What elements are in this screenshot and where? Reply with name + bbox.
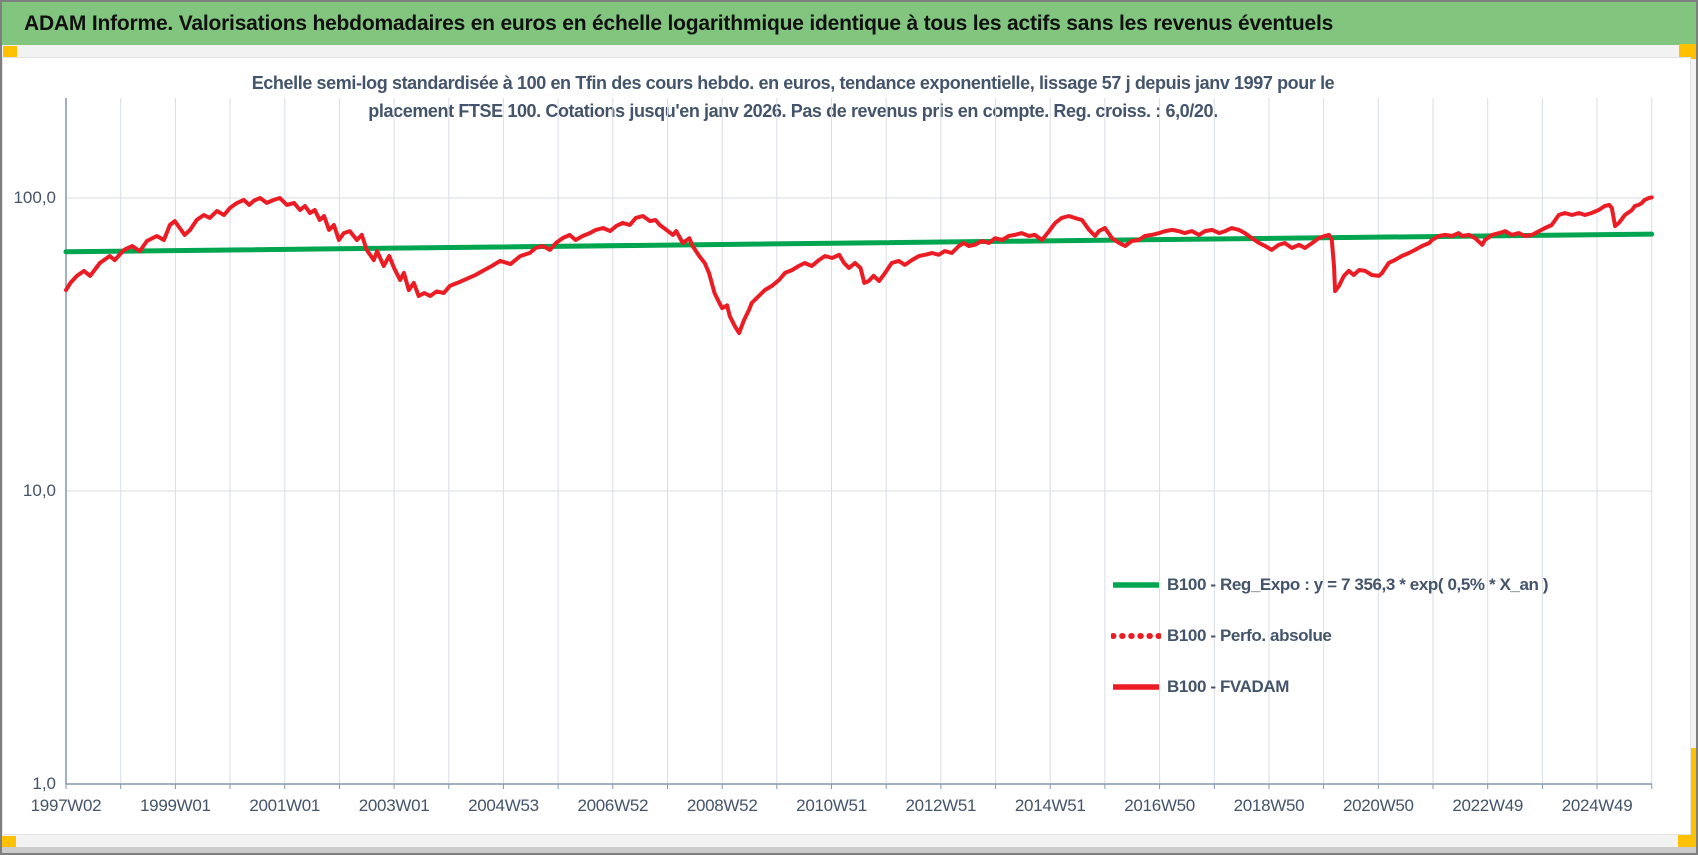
header-bar: ADAM Informe. Valorisations hebdomadaire…: [2, 2, 1696, 45]
legend-item[interactable]: B100 - FVADAM: [1111, 672, 1289, 702]
y-axis-label: 1,0: [32, 774, 56, 793]
x-axis-label: 2018W50: [1233, 796, 1305, 815]
x-axis-label: 2003W01: [358, 796, 430, 815]
x-axis-label: 2022W49: [1452, 796, 1524, 815]
x-axis-label: 1997W02: [30, 796, 102, 815]
legend-label: B100 - Perfo. absolue: [1167, 626, 1332, 645]
chart-title-line2: placement FTSE 100. Cotations jusqu'en j…: [368, 101, 1218, 121]
y-axis-label: 10,0: [22, 481, 56, 500]
x-axis-label: 2004W53: [468, 796, 539, 815]
chart-title: Echelle semi-log standardisée à 100 en T…: [173, 69, 1413, 125]
x-axis-label: 2016W50: [1124, 796, 1195, 815]
x-axis-label: 2001W01: [249, 796, 321, 815]
x-axis-label: 2010W51: [796, 796, 867, 815]
legend-item[interactable]: B100 - Reg_Expo : y = 7 356,3 * exp( 0,5…: [1111, 570, 1549, 600]
x-axis-label: 2012W51: [905, 796, 977, 815]
legend-line-swatch: [1113, 582, 1159, 588]
x-axis-label: 2024W49: [1561, 796, 1633, 815]
legend-label: B100 - Reg_Expo : y = 7 356,3 * exp( 0,5…: [1167, 575, 1549, 594]
bottom-strip: [2, 847, 1696, 853]
x-axis-label: 2014W51: [1014, 796, 1086, 815]
x-axis-label: 2006W52: [577, 796, 649, 815]
x-axis-label: 1999W01: [140, 796, 211, 815]
legend-dotted-line-swatch: [1111, 633, 1161, 639]
header-title: ADAM Informe. Valorisations hebdomadaire…: [24, 11, 1334, 35]
x-axis-label: 2020W50: [1342, 796, 1414, 815]
chart-object[interactable]: Echelle semi-log standardisée à 100 en T…: [2, 57, 1691, 835]
accent-orange-right-strip: [1690, 748, 1696, 848]
chart-title-line1: Echelle semi-log standardisée à 100 en T…: [251, 73, 1335, 93]
y-axis-label: 100,0: [13, 188, 56, 207]
legend-label: B100 - FVADAM: [1167, 677, 1290, 696]
accent-orange-bottom-left: [2, 836, 16, 849]
accent-orange-top-left: [3, 46, 17, 60]
x-axis-label: 2008W52: [686, 796, 758, 815]
legend-item[interactable]: B100 - Perfo. absolue: [1111, 621, 1332, 651]
accent-orange-top-right: [1679, 44, 1696, 59]
chart-canvas: [63, 98, 1655, 789]
legend-line-swatch: [1113, 684, 1159, 690]
